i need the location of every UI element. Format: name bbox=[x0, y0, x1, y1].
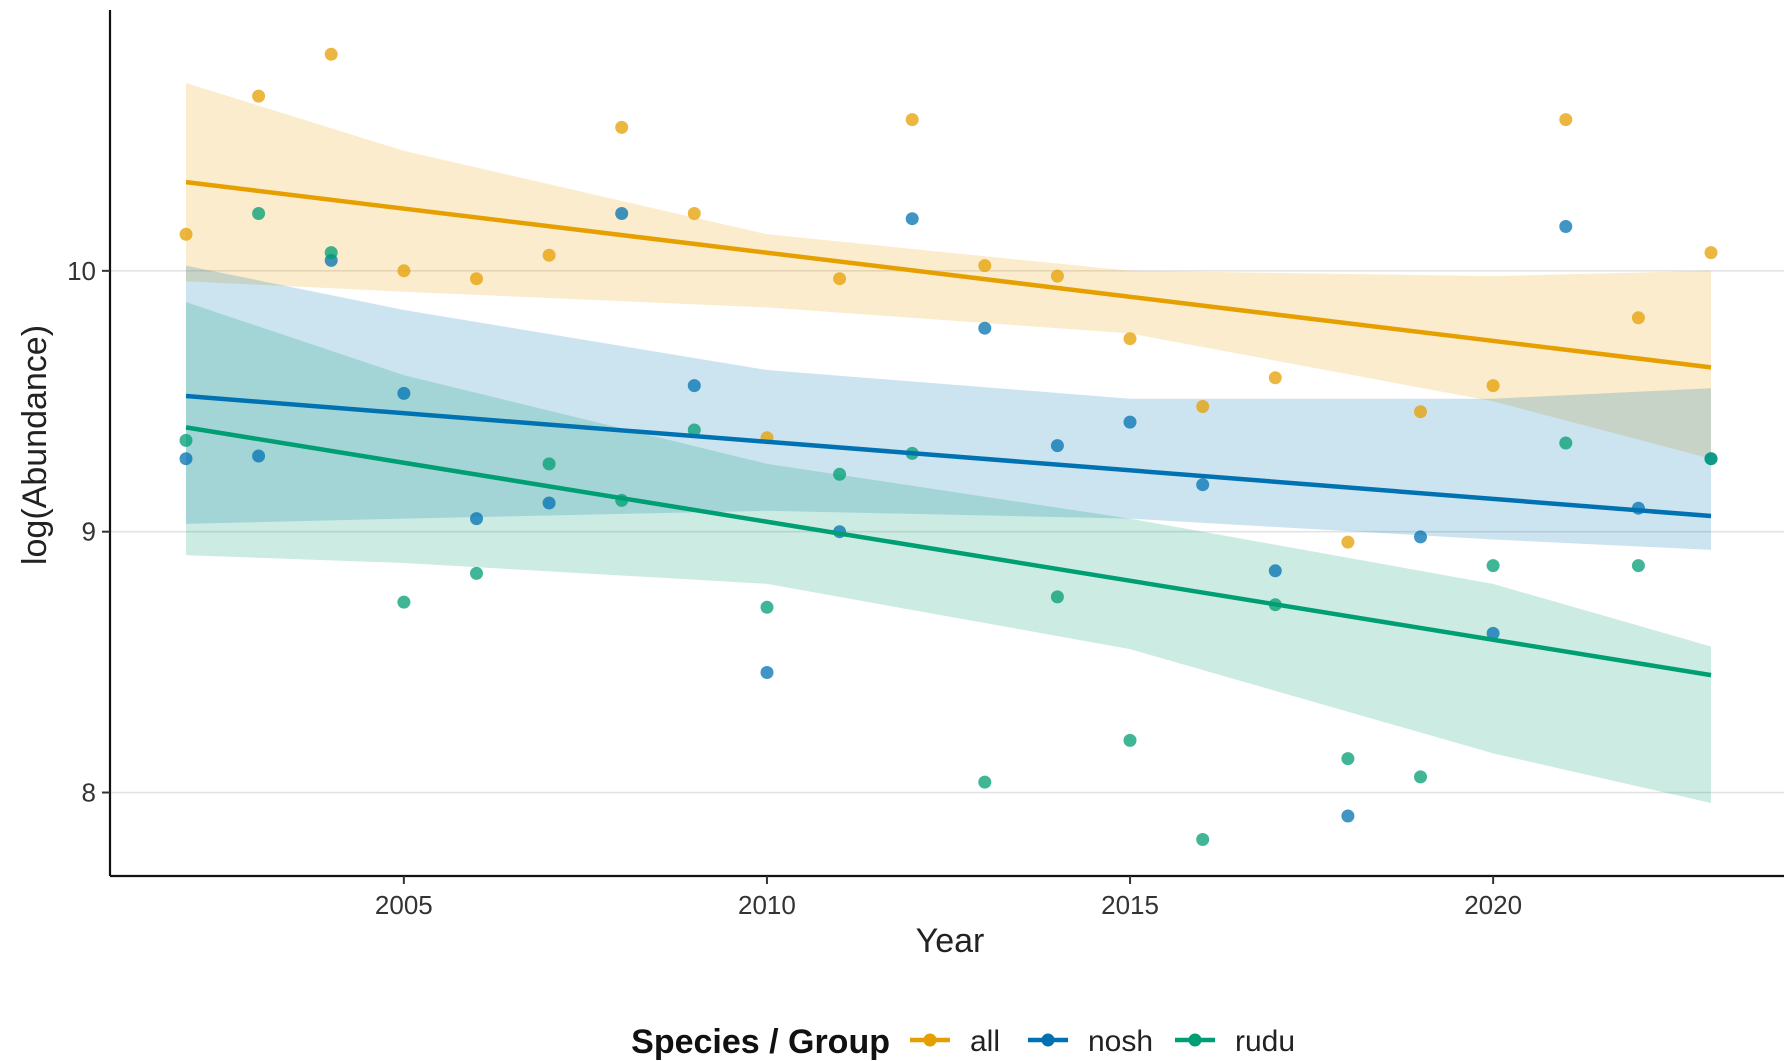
fit-line-all bbox=[185, 179, 1712, 370]
point-rudu-2003 bbox=[252, 207, 266, 220]
legend-key-point-rudu bbox=[1188, 1033, 1202, 1047]
point-nosh-2019 bbox=[1414, 530, 1427, 544]
point-rudu-2015 bbox=[1123, 733, 1137, 747]
point-all-2022 bbox=[1631, 311, 1645, 325]
point-rudu-2019 bbox=[1414, 770, 1427, 784]
point-rudu-2013 bbox=[978, 775, 992, 789]
point-all-2005 bbox=[397, 264, 411, 278]
grid-lines bbox=[110, 270, 1784, 794]
legend-title: Species / Group bbox=[631, 1023, 890, 1061]
point-rudu-2006 bbox=[470, 566, 483, 580]
x-axis-title: Year bbox=[916, 922, 985, 960]
point-rudu-2020 bbox=[1486, 559, 1500, 573]
point-all-2018 bbox=[1341, 535, 1355, 549]
ci-band-nosh bbox=[186, 265, 1711, 550]
legend-items: all nosh rudu bbox=[910, 1025, 1295, 1058]
point-all-2020 bbox=[1486, 379, 1500, 393]
point-nosh-2014 bbox=[1050, 439, 1064, 453]
point-rudu-2014 bbox=[1050, 590, 1064, 604]
point-nosh-2008 bbox=[615, 207, 629, 220]
x-tick-label-2020: 2020 bbox=[1464, 890, 1522, 920]
point-all-2008 bbox=[615, 120, 629, 134]
point-all-2013 bbox=[978, 259, 992, 273]
point-all-2007 bbox=[542, 248, 556, 262]
point-nosh-2010 bbox=[760, 666, 774, 679]
point-nosh-2016 bbox=[1196, 478, 1210, 492]
point-nosh-2012 bbox=[905, 212, 919, 226]
point-all-2021 bbox=[1559, 113, 1573, 127]
fit-line-rudu bbox=[185, 425, 1712, 678]
point-all-2016 bbox=[1196, 400, 1210, 413]
point-rudu-2011 bbox=[833, 467, 847, 481]
point-nosh-2003 bbox=[252, 449, 266, 463]
point-nosh-2002 bbox=[179, 452, 193, 466]
point-all-2004 bbox=[324, 47, 338, 61]
x-tick-label-2005: 2005 bbox=[375, 890, 433, 920]
point-nosh-2018 bbox=[1341, 809, 1355, 823]
point-all-2011 bbox=[833, 272, 847, 286]
legend-label-rudu: rudu bbox=[1235, 1025, 1295, 1058]
y-tick-label-9: 9 bbox=[82, 517, 96, 547]
point-nosh-2005 bbox=[397, 386, 411, 400]
point-all-2015 bbox=[1123, 332, 1137, 346]
point-all-2019 bbox=[1414, 405, 1427, 419]
point-rudu-2021 bbox=[1559, 436, 1573, 450]
point-rudu-2023 bbox=[1704, 452, 1718, 466]
x-tick-label-2010: 2010 bbox=[738, 890, 796, 920]
point-rudu-2002 bbox=[179, 433, 193, 447]
point-all-2003 bbox=[252, 89, 266, 103]
point-rudu-2018 bbox=[1341, 752, 1355, 766]
point-nosh-2020 bbox=[1486, 626, 1500, 640]
point-nosh-2017 bbox=[1268, 564, 1282, 578]
point-rudu-2022 bbox=[1631, 559, 1645, 573]
point-rudu-2016 bbox=[1196, 833, 1210, 846]
legend-label-all: all bbox=[970, 1025, 1000, 1058]
point-all-2009 bbox=[687, 207, 701, 220]
point-all-2014 bbox=[1050, 269, 1064, 283]
x-tick-label-2015: 2015 bbox=[1101, 890, 1159, 920]
y-tick-label-8: 8 bbox=[82, 778, 96, 808]
point-all-2006 bbox=[470, 272, 483, 286]
point-nosh-2006 bbox=[470, 512, 483, 526]
y-tick-labels: 8 9 10 bbox=[67, 256, 110, 808]
legend-key-point-all bbox=[923, 1033, 937, 1047]
legend: Species / Group all nosh rudu bbox=[631, 1023, 1295, 1061]
legend-key-point-nosh bbox=[1041, 1033, 1055, 1047]
point-nosh-2013 bbox=[978, 321, 992, 335]
point-rudu-2004 bbox=[324, 246, 338, 260]
point-all-2012 bbox=[905, 113, 919, 127]
point-rudu-2009 bbox=[687, 423, 701, 437]
point-nosh-2015 bbox=[1123, 415, 1137, 429]
point-nosh-2009 bbox=[687, 379, 701, 393]
point-all-2017 bbox=[1268, 371, 1282, 385]
point-all-2023 bbox=[1704, 246, 1718, 260]
fit-line-nosh bbox=[185, 393, 1712, 519]
y-tick-label-10: 10 bbox=[67, 256, 96, 286]
point-rudu-2010 bbox=[760, 600, 774, 614]
point-rudu-2007 bbox=[542, 457, 556, 471]
point-nosh-2021 bbox=[1559, 220, 1573, 233]
axes bbox=[108, 10, 1784, 878]
fit-lines bbox=[185, 179, 1712, 678]
y-axis-title: log(Abundance) bbox=[16, 325, 54, 565]
ci-band-all bbox=[186, 83, 1711, 459]
data-points bbox=[179, 47, 1718, 846]
point-all-2002 bbox=[179, 227, 193, 241]
legend-label-nosh: nosh bbox=[1088, 1025, 1153, 1058]
point-nosh-2007 bbox=[542, 496, 556, 510]
point-rudu-2005 bbox=[397, 595, 411, 609]
confidence-bands bbox=[186, 83, 1711, 803]
x-tick-labels: 2005 2010 2015 2020 bbox=[375, 876, 1522, 920]
